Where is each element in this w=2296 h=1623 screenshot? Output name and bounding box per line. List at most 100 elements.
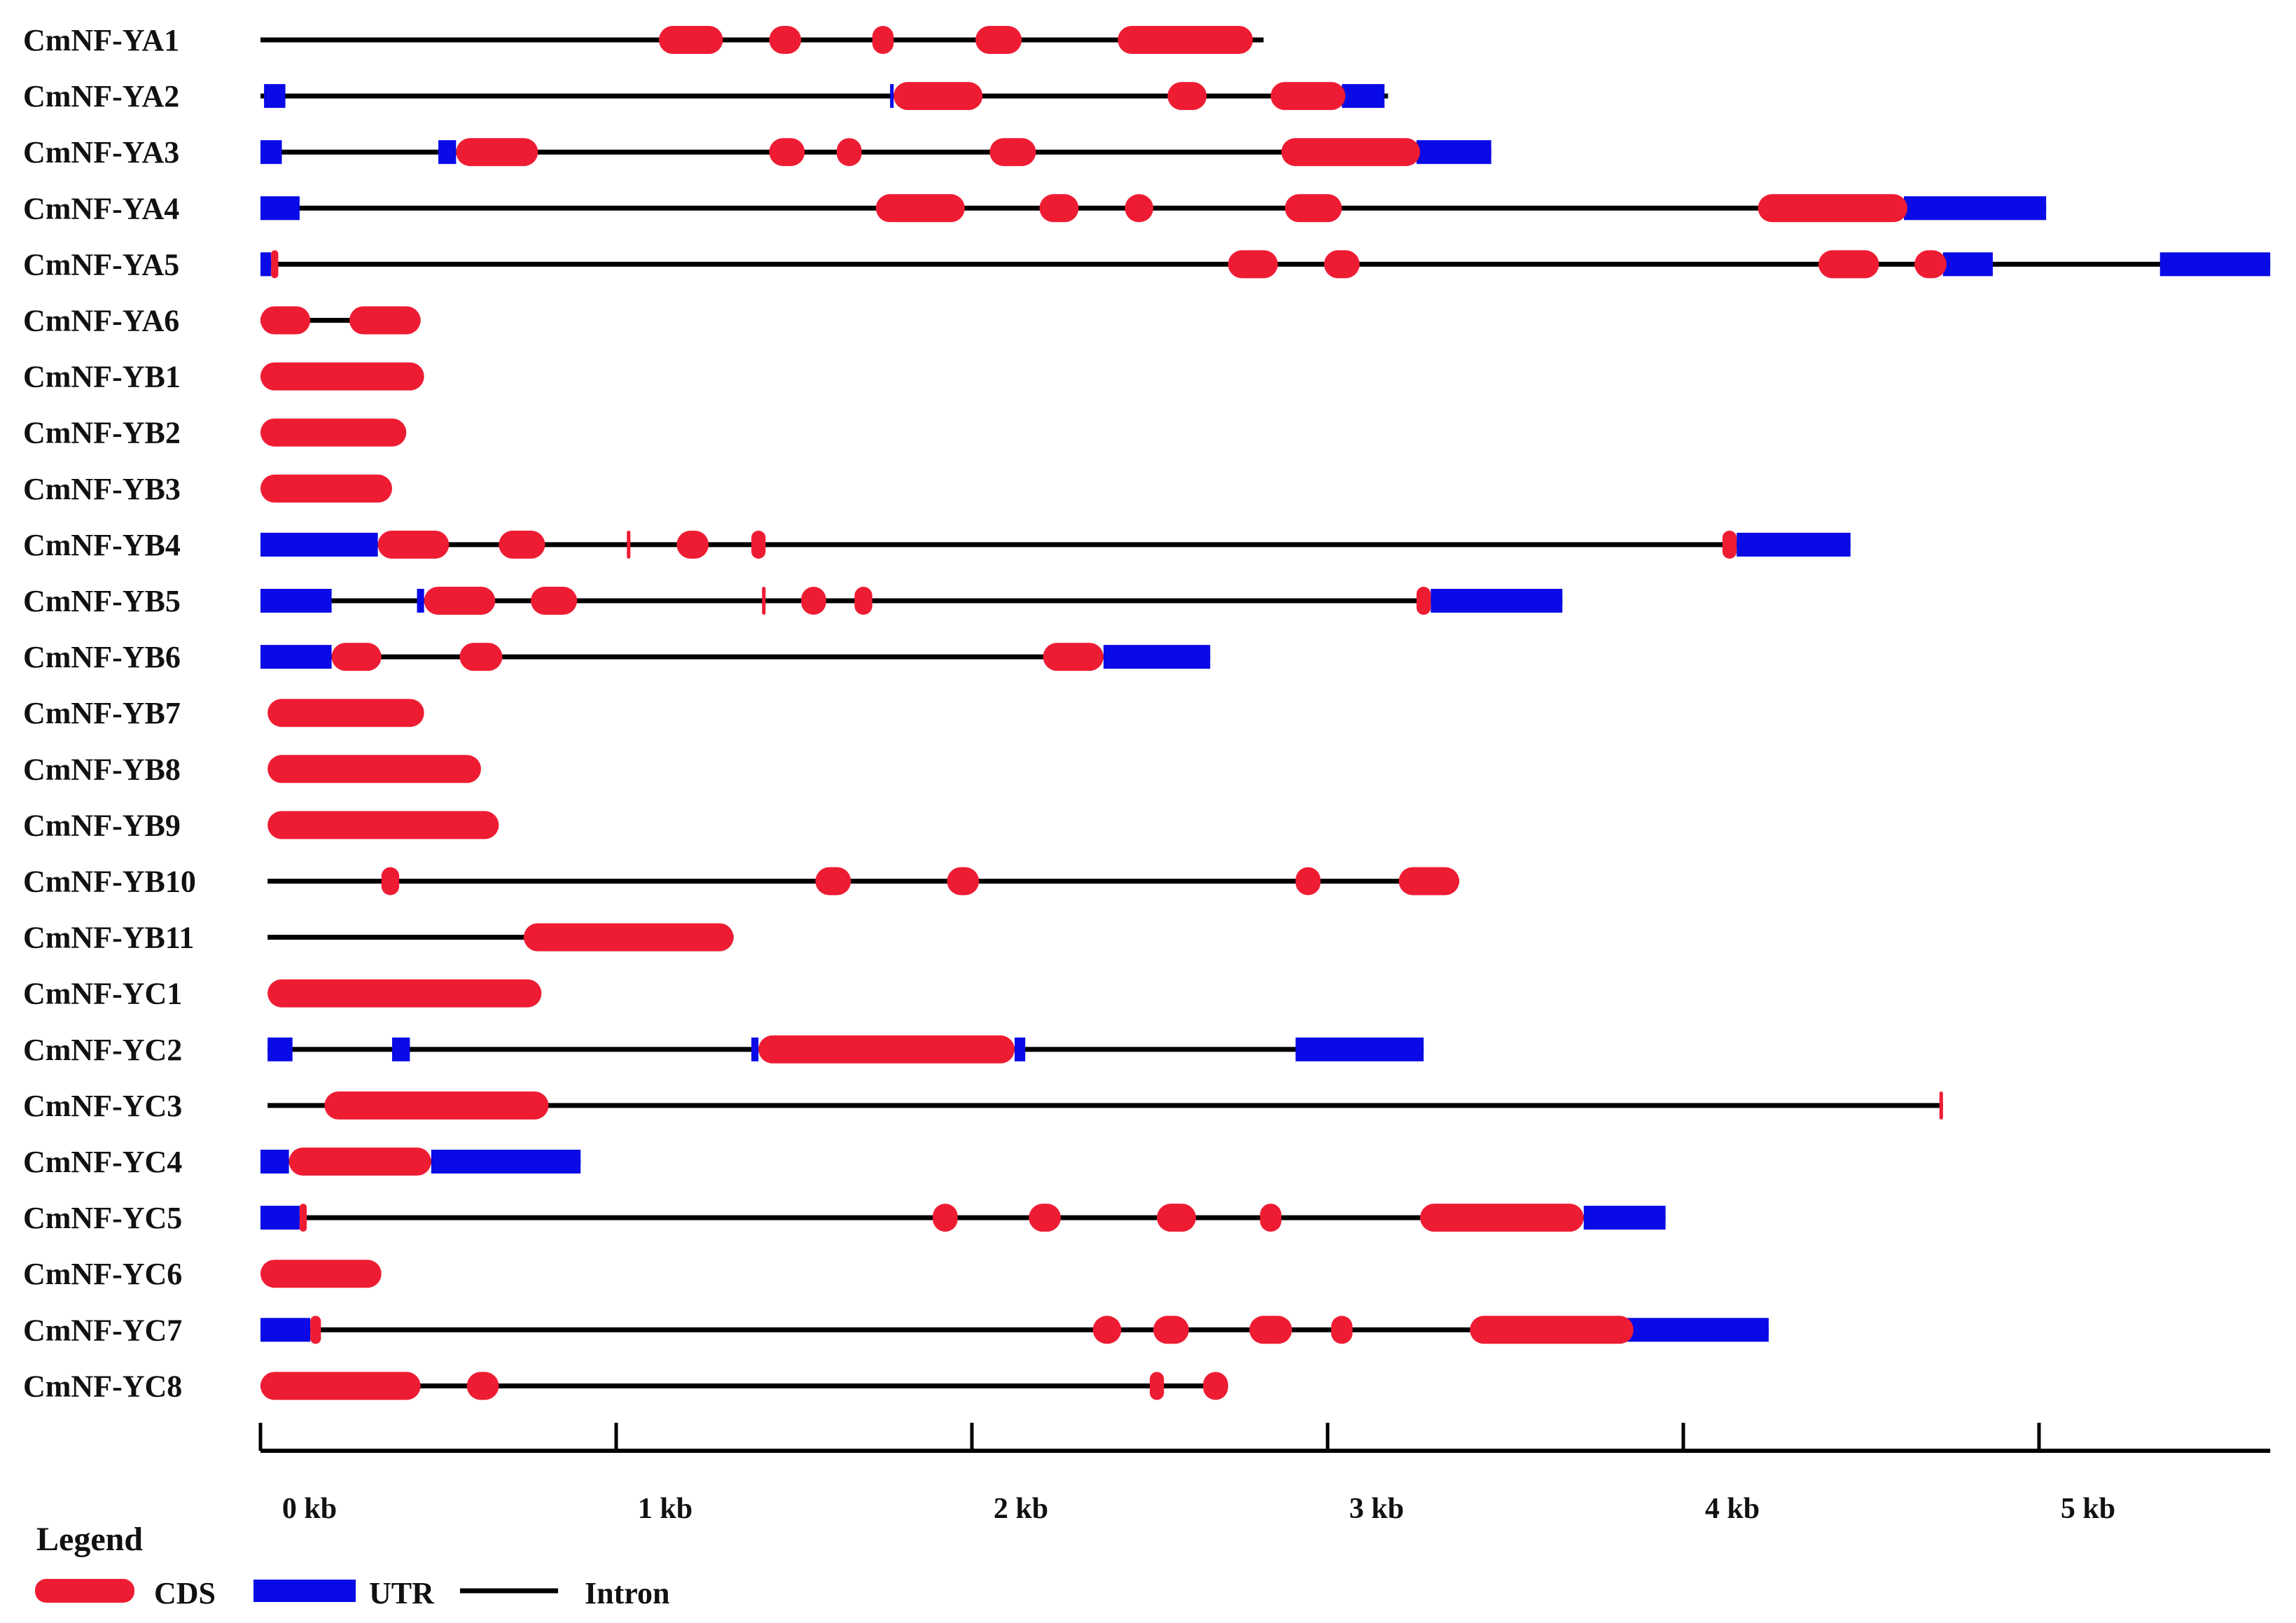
cds-exon	[260, 362, 424, 391]
cds-exon	[676, 530, 709, 559]
gene-label: CmNF-YA1	[23, 23, 179, 57]
cds-exon	[1420, 1204, 1584, 1232]
cds-exon	[260, 418, 407, 447]
cds-exon	[310, 1316, 321, 1344]
gene-row-cmnf-yc8: CmNF-YC8	[23, 1369, 1228, 1403]
gene-row-cmnf-yb5: CmNF-YB5	[23, 584, 1563, 618]
cds-exon	[1029, 1204, 1061, 1232]
legend-cds-label: CDS	[154, 1576, 216, 1610]
cds-exon	[1758, 194, 1908, 223]
cds-exon	[893, 82, 983, 111]
gene-row-cmnf-yb7: CmNF-YB7	[23, 696, 424, 730]
gene-label: CmNF-YB1	[23, 360, 181, 394]
utr-block	[260, 1318, 311, 1342]
cds-exon	[267, 699, 424, 727]
gene-label: CmNF-YA4	[23, 191, 179, 225]
utr-block	[260, 589, 332, 613]
utr-block	[1737, 532, 1851, 557]
gene-label: CmNF-YC8	[23, 1369, 182, 1403]
cds-exon	[1227, 250, 1278, 279]
gene-row-cmnf-yc7: CmNF-YC7	[23, 1313, 1769, 1347]
gene-row-cmnf-yc6: CmNF-YC6	[23, 1257, 382, 1291]
utr-block	[1342, 84, 1385, 109]
cds-exon	[1295, 867, 1321, 896]
cds-exon	[854, 587, 872, 615]
gene-row-cmnf-ya5: CmNF-YA5	[23, 247, 2271, 281]
cds-exon	[1167, 82, 1207, 111]
cds-exon	[1939, 1091, 1943, 1120]
gene-label: CmNF-YC1	[23, 977, 182, 1011]
cds-exon	[1398, 867, 1459, 896]
cds-exon	[1153, 1316, 1189, 1344]
gene-row-cmnf-yb4: CmNF-YB4	[23, 528, 1851, 562]
gene-label: CmNF-YB8	[23, 752, 181, 786]
cds-exon	[288, 1148, 431, 1176]
utr-block	[890, 84, 894, 109]
gene-label: CmNF-YB11	[23, 921, 194, 955]
utr-block	[391, 1037, 410, 1061]
legend-cds-swatch	[35, 1579, 134, 1603]
utr-block	[751, 1037, 759, 1061]
legend-utr-swatch	[253, 1580, 356, 1602]
cds-exon	[1118, 26, 1253, 54]
gene-row-cmnf-ya2: CmNF-YA2	[23, 79, 1389, 113]
cds-exon	[1281, 138, 1421, 167]
utr-block	[264, 84, 286, 109]
gene-label: CmNF-YC5	[23, 1201, 182, 1235]
cds-exon	[456, 138, 538, 167]
utr-block	[260, 645, 332, 669]
cds-exon	[815, 867, 851, 896]
cds-exon	[499, 530, 545, 559]
cds-exon	[523, 923, 734, 952]
utr-block	[1014, 1037, 1026, 1061]
utr-block	[431, 1150, 581, 1173]
cds-exon	[324, 1091, 549, 1120]
cds-exon	[1039, 194, 1079, 223]
cds-exon	[271, 250, 279, 279]
scale-axis: 0 kb 1 kb 2 kb 3 kb 4 kb 5 kb	[258, 1423, 2271, 1525]
utr-block	[1626, 1318, 1769, 1342]
cds-exon	[1157, 1204, 1197, 1232]
gene-row-cmnf-ya1: CmNF-YA1	[23, 23, 1264, 57]
gene-label: CmNF-YC4	[23, 1145, 182, 1179]
cds-exon	[377, 530, 450, 559]
gene-row-cmnf-ya4: CmNF-YA4	[23, 191, 2047, 225]
axis-tick-label: 1 kb	[638, 1493, 693, 1525]
gene-row-cmnf-yc2: CmNF-YC2	[23, 1033, 1424, 1067]
cds-exon	[801, 587, 826, 615]
cds-exon	[751, 530, 766, 559]
gene-label: CmNF-YA2	[23, 79, 179, 113]
gene-label: CmNF-YB6	[23, 640, 181, 674]
gene-row-cmnf-yb10: CmNF-YB10	[23, 865, 1459, 899]
utr-block	[1103, 645, 1211, 669]
cds-exon	[1125, 194, 1154, 223]
cds-exon	[872, 26, 894, 54]
cds-exon	[947, 867, 980, 896]
gene-row-cmnf-yb2: CmNF-YB2	[23, 416, 407, 450]
gene-rows: CmNF-YA1 CmNF-YA2 CmNF-YA3 CmNF-YA4 CmNF-YA5…	[23, 23, 2271, 1403]
gene-label: CmNF-YA6	[23, 304, 179, 338]
cds-exon	[1092, 1316, 1122, 1344]
utr-block	[1431, 589, 1563, 613]
gene-row-cmnf-yb3: CmNF-YB3	[23, 472, 392, 506]
gene-label: CmNF-YA3	[23, 135, 179, 169]
gene-row-cmnf-ya6: CmNF-YA6	[23, 304, 421, 338]
cds-exon	[466, 1372, 499, 1400]
axis-tick-label: 2 kb	[994, 1493, 1048, 1525]
cds-exon	[1043, 643, 1104, 671]
cds-exon	[933, 1204, 958, 1232]
utr-block	[260, 1206, 300, 1230]
legend: Legend CDS UTR Intron	[35, 1521, 669, 1610]
utr-block	[260, 1150, 289, 1173]
utr-block	[417, 589, 424, 613]
cds-exon	[1417, 587, 1431, 615]
legend-title: Legend	[36, 1521, 143, 1558]
cds-exon	[260, 474, 392, 503]
cds-exon	[331, 643, 382, 671]
cds-exon	[267, 811, 499, 840]
gene-label: CmNF-YB2	[23, 416, 181, 450]
cds-exon	[769, 138, 805, 167]
gene-row-cmnf-ya3: CmNF-YA3	[23, 135, 1491, 169]
utr-block	[1295, 1037, 1424, 1061]
